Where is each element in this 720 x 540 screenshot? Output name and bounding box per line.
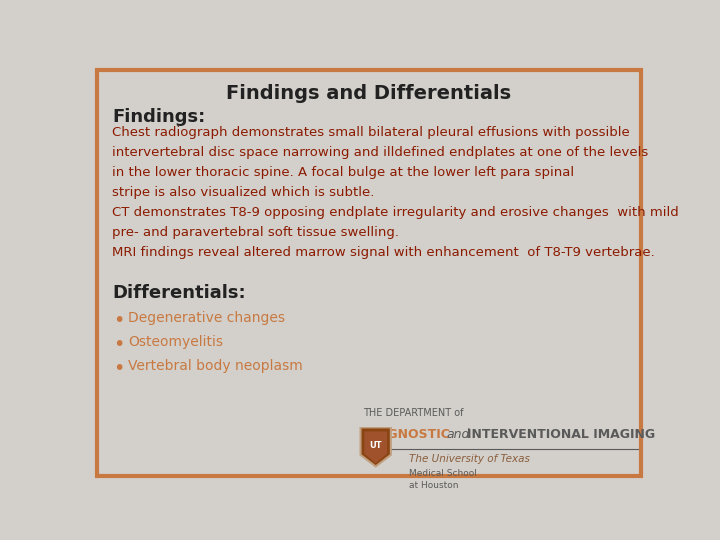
Text: •: • [113, 310, 125, 329]
Text: intervertebral disc space narrowing and illdefined endplates at one of the level: intervertebral disc space narrowing and … [112, 146, 649, 159]
Text: •: • [113, 335, 125, 354]
Text: MRI findings reveal altered marrow signal with enhancement  of T8-T9 vertebrae.: MRI findings reveal altered marrow signa… [112, 246, 655, 259]
Text: THE DEPARTMENT of: THE DEPARTMENT of [364, 408, 464, 418]
Text: Findings and Differentials: Findings and Differentials [226, 84, 512, 103]
Text: pre- and paravertebral soft tissue swelling.: pre- and paravertebral soft tissue swell… [112, 226, 400, 239]
Text: stripe is also visualized which is subtle.: stripe is also visualized which is subtl… [112, 186, 374, 199]
Text: The University of Texas: The University of Texas [409, 454, 530, 463]
Text: Findings:: Findings: [112, 109, 206, 126]
Text: Chest radiograph demonstrates small bilateral pleural effusions with possible: Chest radiograph demonstrates small bila… [112, 126, 630, 139]
Text: INTERVENTIONAL IMAGING: INTERVENTIONAL IMAGING [467, 428, 654, 441]
Text: CT demonstrates T8-9 opposing endplate irregularity and erosive changes  with mi: CT demonstrates T8-9 opposing endplate i… [112, 206, 679, 219]
FancyBboxPatch shape [96, 70, 642, 476]
Text: Vertebral body neoplasm: Vertebral body neoplasm [128, 359, 302, 373]
Text: Medical School: Medical School [409, 469, 477, 478]
Text: •: • [113, 359, 125, 378]
Text: at Houston: at Houston [409, 481, 459, 490]
Text: and: and [446, 428, 469, 441]
Text: in the lower thoracic spine. A focal bulge at the lower left para spinal: in the lower thoracic spine. A focal bul… [112, 166, 575, 179]
Text: Osteomyelitis: Osteomyelitis [128, 335, 223, 349]
Text: Differentials:: Differentials: [112, 284, 246, 301]
Text: DIAGNOSTIC: DIAGNOSTIC [364, 428, 450, 441]
Text: Degenerative changes: Degenerative changes [128, 310, 285, 325]
